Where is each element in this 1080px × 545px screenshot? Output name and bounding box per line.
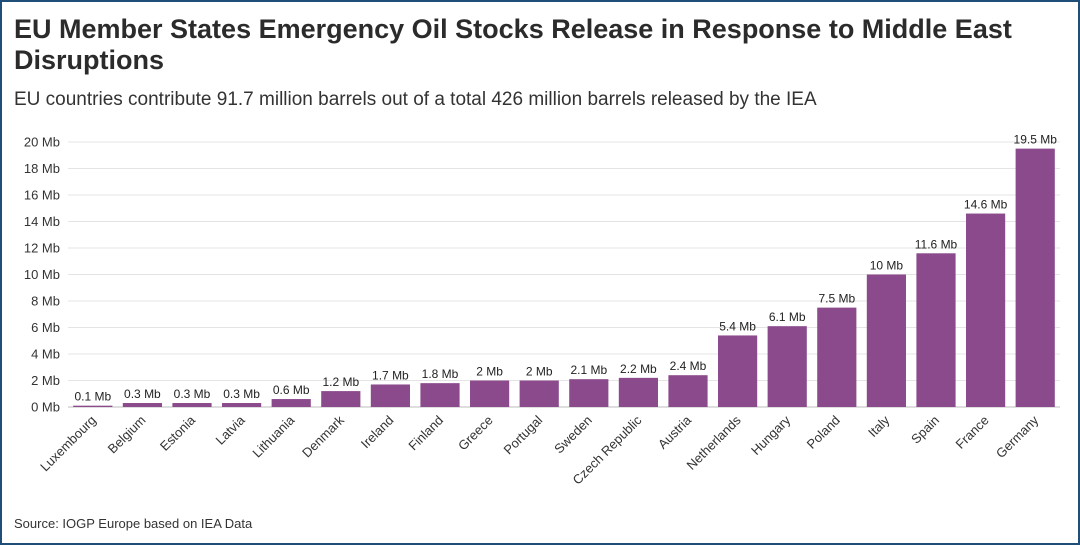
x-tick-label: Poland xyxy=(804,413,843,452)
bar xyxy=(172,403,212,407)
bar xyxy=(916,253,956,407)
bar xyxy=(470,380,510,407)
data-labels: 0.1 Mb 0.3 Mb 0.3 Mb 0.3 Mb 0.6 Mb 1.2 Mb 1.7 … xyxy=(74,133,1057,404)
data-label: 10 Mb xyxy=(870,259,904,273)
y-tick-label: 8 Mb xyxy=(31,294,60,309)
data-label: 6.1 Mb xyxy=(769,310,806,324)
x-tick-label: France xyxy=(952,413,991,452)
x-tick-label: Latvia xyxy=(213,412,249,448)
bar xyxy=(321,391,361,407)
x-tick-label: Finland xyxy=(405,413,446,454)
bar xyxy=(866,274,906,407)
bar xyxy=(767,326,807,407)
bars xyxy=(73,148,1055,407)
bar xyxy=(718,335,758,407)
bar xyxy=(73,405,113,407)
gridlines xyxy=(68,141,1060,408)
bar xyxy=(420,383,460,407)
bar xyxy=(817,307,857,407)
data-label: 0.3 Mb xyxy=(223,387,260,401)
y-tick-label: 10 Mb xyxy=(24,267,60,282)
bar xyxy=(966,213,1006,407)
source-note: Source: IOGP Europe based on IEA Data xyxy=(14,516,253,531)
y-tick-label: 0 Mb xyxy=(31,400,60,415)
data-label: 0.1 Mb xyxy=(74,390,111,404)
data-label: 0.3 Mb xyxy=(174,387,211,401)
data-label: 5.4 Mb xyxy=(719,319,756,333)
data-label: 0.3 Mb xyxy=(124,387,161,401)
x-tick-label: Greece xyxy=(455,413,496,454)
x-tick-label: Germany xyxy=(993,412,1042,461)
data-label: 11.6 Mb xyxy=(915,237,958,251)
bar xyxy=(370,384,410,407)
x-tick-label: Hungary xyxy=(748,412,794,458)
y-tick-label: 6 Mb xyxy=(31,320,60,335)
data-label: 1.2 Mb xyxy=(322,375,359,389)
data-label: 7.5 Mb xyxy=(818,292,855,306)
bar xyxy=(618,377,658,407)
data-label: 1.8 Mb xyxy=(422,367,459,381)
x-tick-label: Ireland xyxy=(358,413,397,452)
y-axis: 0 Mb 2 Mb 4 Mb 6 Mb 8 Mb 10 Mb 12 Mb 14 Mb 16 Mb… xyxy=(24,135,60,415)
chart-subtitle: EU countries contribute 91.7 million bar… xyxy=(14,89,817,110)
y-tick-label: 4 Mb xyxy=(31,347,60,362)
x-tick-label: Netherlands xyxy=(684,412,745,473)
x-tick-label: Belgium xyxy=(105,413,149,457)
y-tick-label: 2 Mb xyxy=(31,373,60,388)
chart-title: EU Member States Emergency Oil Stocks Re… xyxy=(14,14,1012,75)
y-tick-label: 14 Mb xyxy=(24,214,60,229)
y-tick-label: 18 Mb xyxy=(24,161,60,176)
bar xyxy=(122,403,162,407)
data-label: 2.4 Mb xyxy=(670,359,707,373)
x-tick-label: Portugal xyxy=(500,412,545,457)
data-label: 14.6 Mb xyxy=(964,198,1008,212)
x-tick-label: Lithuania xyxy=(249,412,297,460)
x-tick-label: Italy xyxy=(865,412,893,440)
x-tick-label: Denmark xyxy=(299,412,347,460)
x-tick-label: Spain xyxy=(908,413,942,447)
x-tick-label: Estonia xyxy=(157,412,199,454)
y-tick-label: 20 Mb xyxy=(24,135,60,150)
bar xyxy=(519,380,559,407)
data-label: 0.6 Mb xyxy=(273,383,310,397)
bar xyxy=(271,399,311,407)
data-label: 2 Mb xyxy=(476,365,503,379)
bar xyxy=(1015,148,1055,407)
bar xyxy=(668,375,708,407)
data-label: 1.7 Mb xyxy=(372,368,409,382)
bar xyxy=(222,403,262,407)
x-tick-label: Austria xyxy=(655,412,695,452)
y-tick-label: 16 Mb xyxy=(24,188,60,203)
y-tick-label: 12 Mb xyxy=(24,241,60,256)
bar xyxy=(569,379,609,407)
data-label: 2.1 Mb xyxy=(570,363,607,377)
x-tick-label: Sweden xyxy=(551,413,595,457)
data-label: 19.5 Mb xyxy=(1014,133,1058,147)
x-tick-label: Luxembourg xyxy=(37,413,99,475)
data-label: 2.2 Mb xyxy=(620,362,657,376)
data-label: 2 Mb xyxy=(526,365,553,379)
x-axis: Luxembourg Belgium Estonia Latvia Lithuania D… xyxy=(37,412,1041,488)
